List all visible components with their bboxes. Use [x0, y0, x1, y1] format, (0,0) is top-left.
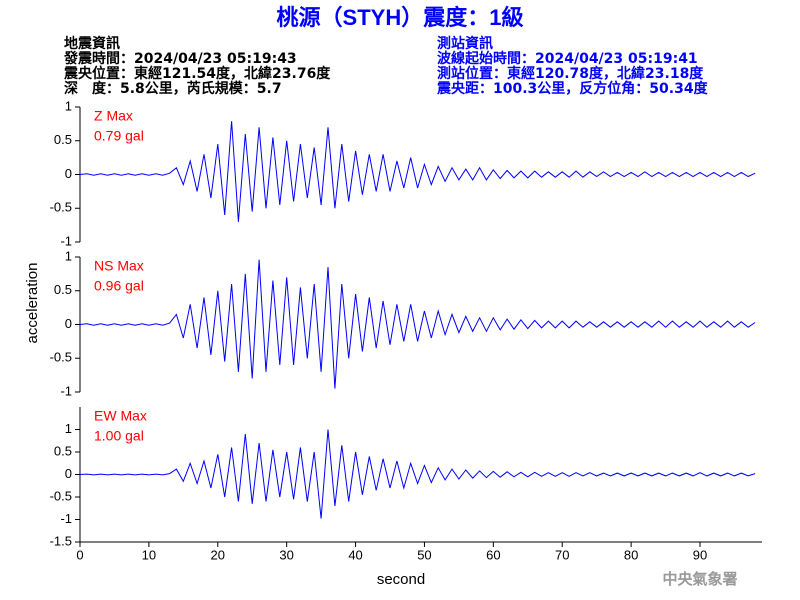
x-tick-label: 70 [555, 547, 569, 562]
max-annotation: Z Max [94, 108, 133, 124]
max-annotation: 0.79 gal [94, 128, 144, 144]
y-tick-label: 0.5 [54, 132, 72, 147]
y-tick-label: 0.5 [54, 282, 72, 297]
y-tick-label: 1 [65, 98, 72, 113]
y-tick-label: -1 [60, 233, 72, 248]
y-tick-label: -1 [60, 511, 72, 526]
station-info: 測站資訊 波線起始時間：2024/04/23 05:19:41 測站位置：東經1… [436, 35, 709, 97]
info-line: 地震資訊 [64, 35, 120, 52]
y-tick-label: -1 [60, 383, 72, 398]
max-annotation: 1.00 gal [94, 428, 144, 444]
info-line: 波線起始時間：2024/04/23 05:19:41 [437, 50, 698, 67]
info-line: 震央位置：東經121.54度，北緯23.76度 [63, 65, 331, 82]
event-info: 地震資訊 發震時間：2024/04/23 05:19:43 震央位置：東經121… [63, 35, 331, 97]
x-tick-label: 30 [279, 547, 293, 562]
x-tick-label: 10 [142, 547, 156, 562]
max-annotation: NS Max [94, 258, 144, 274]
y-tick-label: 0 [65, 466, 72, 481]
info-line: 發震時間：2024/04/23 05:19:43 [63, 50, 297, 67]
y-tick-label: -0.5 [50, 488, 72, 503]
y-tick-label: -1.5 [50, 533, 72, 548]
max-annotation: 0.96 gal [94, 278, 144, 294]
x-tick-label: 80 [624, 547, 638, 562]
y-tick-label: 1 [65, 421, 72, 436]
waveform [79, 259, 756, 389]
waveform [79, 121, 756, 222]
agency-watermark: 中央氣象署 [662, 570, 737, 588]
max-annotation: EW Max [94, 408, 147, 424]
y-axis-label: acceleration [24, 263, 41, 344]
y-tick-label: 1 [65, 248, 72, 263]
waveform [79, 429, 756, 519]
y-tick-label: 0 [65, 316, 72, 331]
info-line: 測站資訊 [437, 35, 493, 52]
y-tick-label: -0.5 [50, 200, 72, 215]
x-tick-label: 90 [693, 547, 707, 562]
y-tick-label: 0.5 [54, 443, 72, 458]
x-tick-label: 20 [211, 547, 225, 562]
chart-title: 桃源（STYH）震度：1級 [277, 5, 524, 30]
y-tick-label: -0.5 [50, 350, 72, 365]
x-axis-label: second [377, 571, 425, 588]
info-line: 測站位置：東經120.78度，北緯23.18度 [437, 65, 704, 82]
info-line: 深 度：5.8公里，芮氏規模：5.7 [64, 80, 282, 97]
x-tick-label: 60 [486, 547, 500, 562]
y-tick-label: 0 [65, 166, 72, 181]
x-tick-label: 0 [76, 547, 83, 562]
x-tick-label: 40 [348, 547, 362, 562]
x-tick-label: 50 [417, 547, 431, 562]
info-line: 震央距：100.3公里，反方位角：50.34度 [436, 80, 709, 97]
